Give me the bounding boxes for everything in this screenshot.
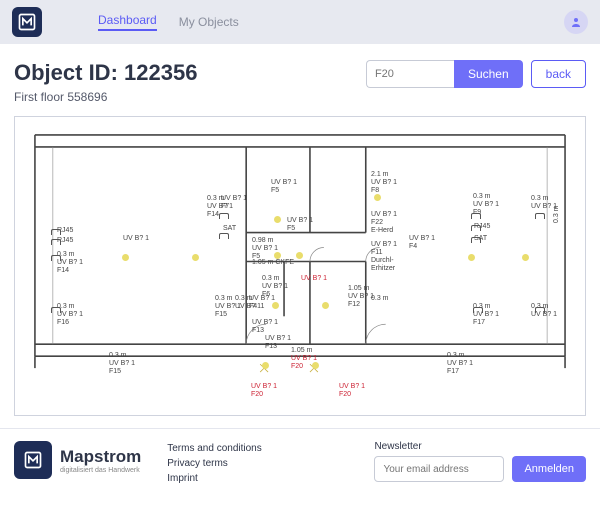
top-nav: Dashboard My Objects [0,0,600,44]
nav-my-objects[interactable]: My Objects [179,15,239,29]
footer-logo-block: Mapstrom digitalisiert das Handwerk [14,441,141,479]
footer-logo[interactable] [14,441,52,479]
footer: Mapstrom digitalisiert das Handwerk Term… [0,428,600,504]
plan-label: UV B? 1 [123,235,149,243]
logo-icon [17,12,37,32]
plan-label: 1.05 m [291,347,312,355]
socket-icon [535,307,545,313]
plan-label: UV B? 1 F5 [287,217,313,233]
plan-label: UV B? 1 F11 Durchl- Erhitzer [371,241,397,273]
footer-link[interactable]: Terms and conditions [167,441,262,456]
search-input[interactable] [366,60,454,88]
brand-name: Mapstrom [60,447,141,467]
socket-icon [51,229,61,235]
plan-label: UV B? 1 F5 [271,179,297,195]
socket-icon [51,255,61,261]
plan-marker[interactable] [274,216,281,223]
newsletter-signup-button[interactable]: Anmelden [512,456,586,482]
socket-icon [51,307,61,313]
plan-label: UV B? 1 F22 E-Herd [371,211,397,235]
socket-icon [51,239,61,245]
plan-label: UV B? 1 F13 [265,335,291,351]
plan-marker[interactable] [522,254,529,261]
plan-label: 1.05 m CKFE [252,259,294,267]
page-header: Object ID: 122356 First floor 558696 Suc… [0,44,600,112]
plan-marker[interactable] [122,254,129,261]
footer-link[interactable]: Privacy terms [167,456,262,471]
object-title: Object ID: 122356 [14,60,197,86]
back-button[interactable]: back [531,60,586,88]
plan-label: 0.3 m UV B? 1 F17 [447,352,473,376]
socket-icon [471,237,481,243]
plan-marker[interactable] [296,252,303,259]
newsletter-email-input[interactable] [374,456,504,482]
floorplan[interactable]: RJ45RJ450.3 m UV B? 1 F140.3 m UV B? 1 F… [14,116,586,416]
plan-label: UV B? 1 F20 [291,355,317,371]
socket-icon [535,213,545,219]
plan-marker[interactable] [468,254,475,261]
plan-label: 0.3 m [553,205,561,223]
socket-icon [473,307,483,313]
plan-marker[interactable] [192,254,199,261]
search-box: Suchen [366,60,523,88]
logo[interactable] [12,7,42,37]
plan-label: UV B? 1 F20 [339,383,365,399]
nav-dashboard[interactable]: Dashboard [98,13,157,31]
plan-marker[interactable] [322,302,329,309]
plan-label: UV B? 1 F13 [252,319,278,335]
plan-label: UV B? 1 [301,275,327,283]
footer-link[interactable]: Imprint [167,471,262,486]
floorplan-svg [15,117,585,416]
socket-icon [219,213,229,219]
plan-label: 0.3 m UV B? 1 F16 [57,303,83,327]
plan-label: SAT [223,225,236,233]
plan-label: UV B? 1 F7 [221,195,247,211]
plan-label: 0.98 m UV B? 1 F5 [252,237,278,261]
plan-label: 0.3 m [371,295,389,303]
footer-links: Terms and conditionsPrivacy termsImprint [167,441,262,486]
search-button[interactable]: Suchen [454,60,523,88]
socket-icon [471,213,481,219]
newsletter-title: Newsletter [374,441,586,452]
socket-icon [471,225,481,231]
user-icon [570,16,582,28]
brand-tagline: digitalisiert das Handwerk [60,467,141,474]
plan-marker[interactable] [374,194,381,201]
socket-icon [219,233,229,239]
plan-label: 0.3 m UV B? 1 F6 [262,275,288,299]
plan-label: 2.1 m UV B? 1 F8 [371,171,397,195]
plan-label: UV B? 1 F20 [251,383,277,399]
logo-icon [23,450,43,470]
newsletter-block: Newsletter Anmelden [374,441,586,482]
plan-label: 0.3 m UV B? 1 F14 [57,251,83,275]
plan-label: UV B? 1 F4 [409,235,435,251]
plan-label: 0.3 m UV B? 1 F15 [109,352,135,376]
user-avatar[interactable] [564,10,588,34]
object-subtitle: First floor 558696 [14,90,197,104]
plan-marker[interactable] [262,362,269,369]
